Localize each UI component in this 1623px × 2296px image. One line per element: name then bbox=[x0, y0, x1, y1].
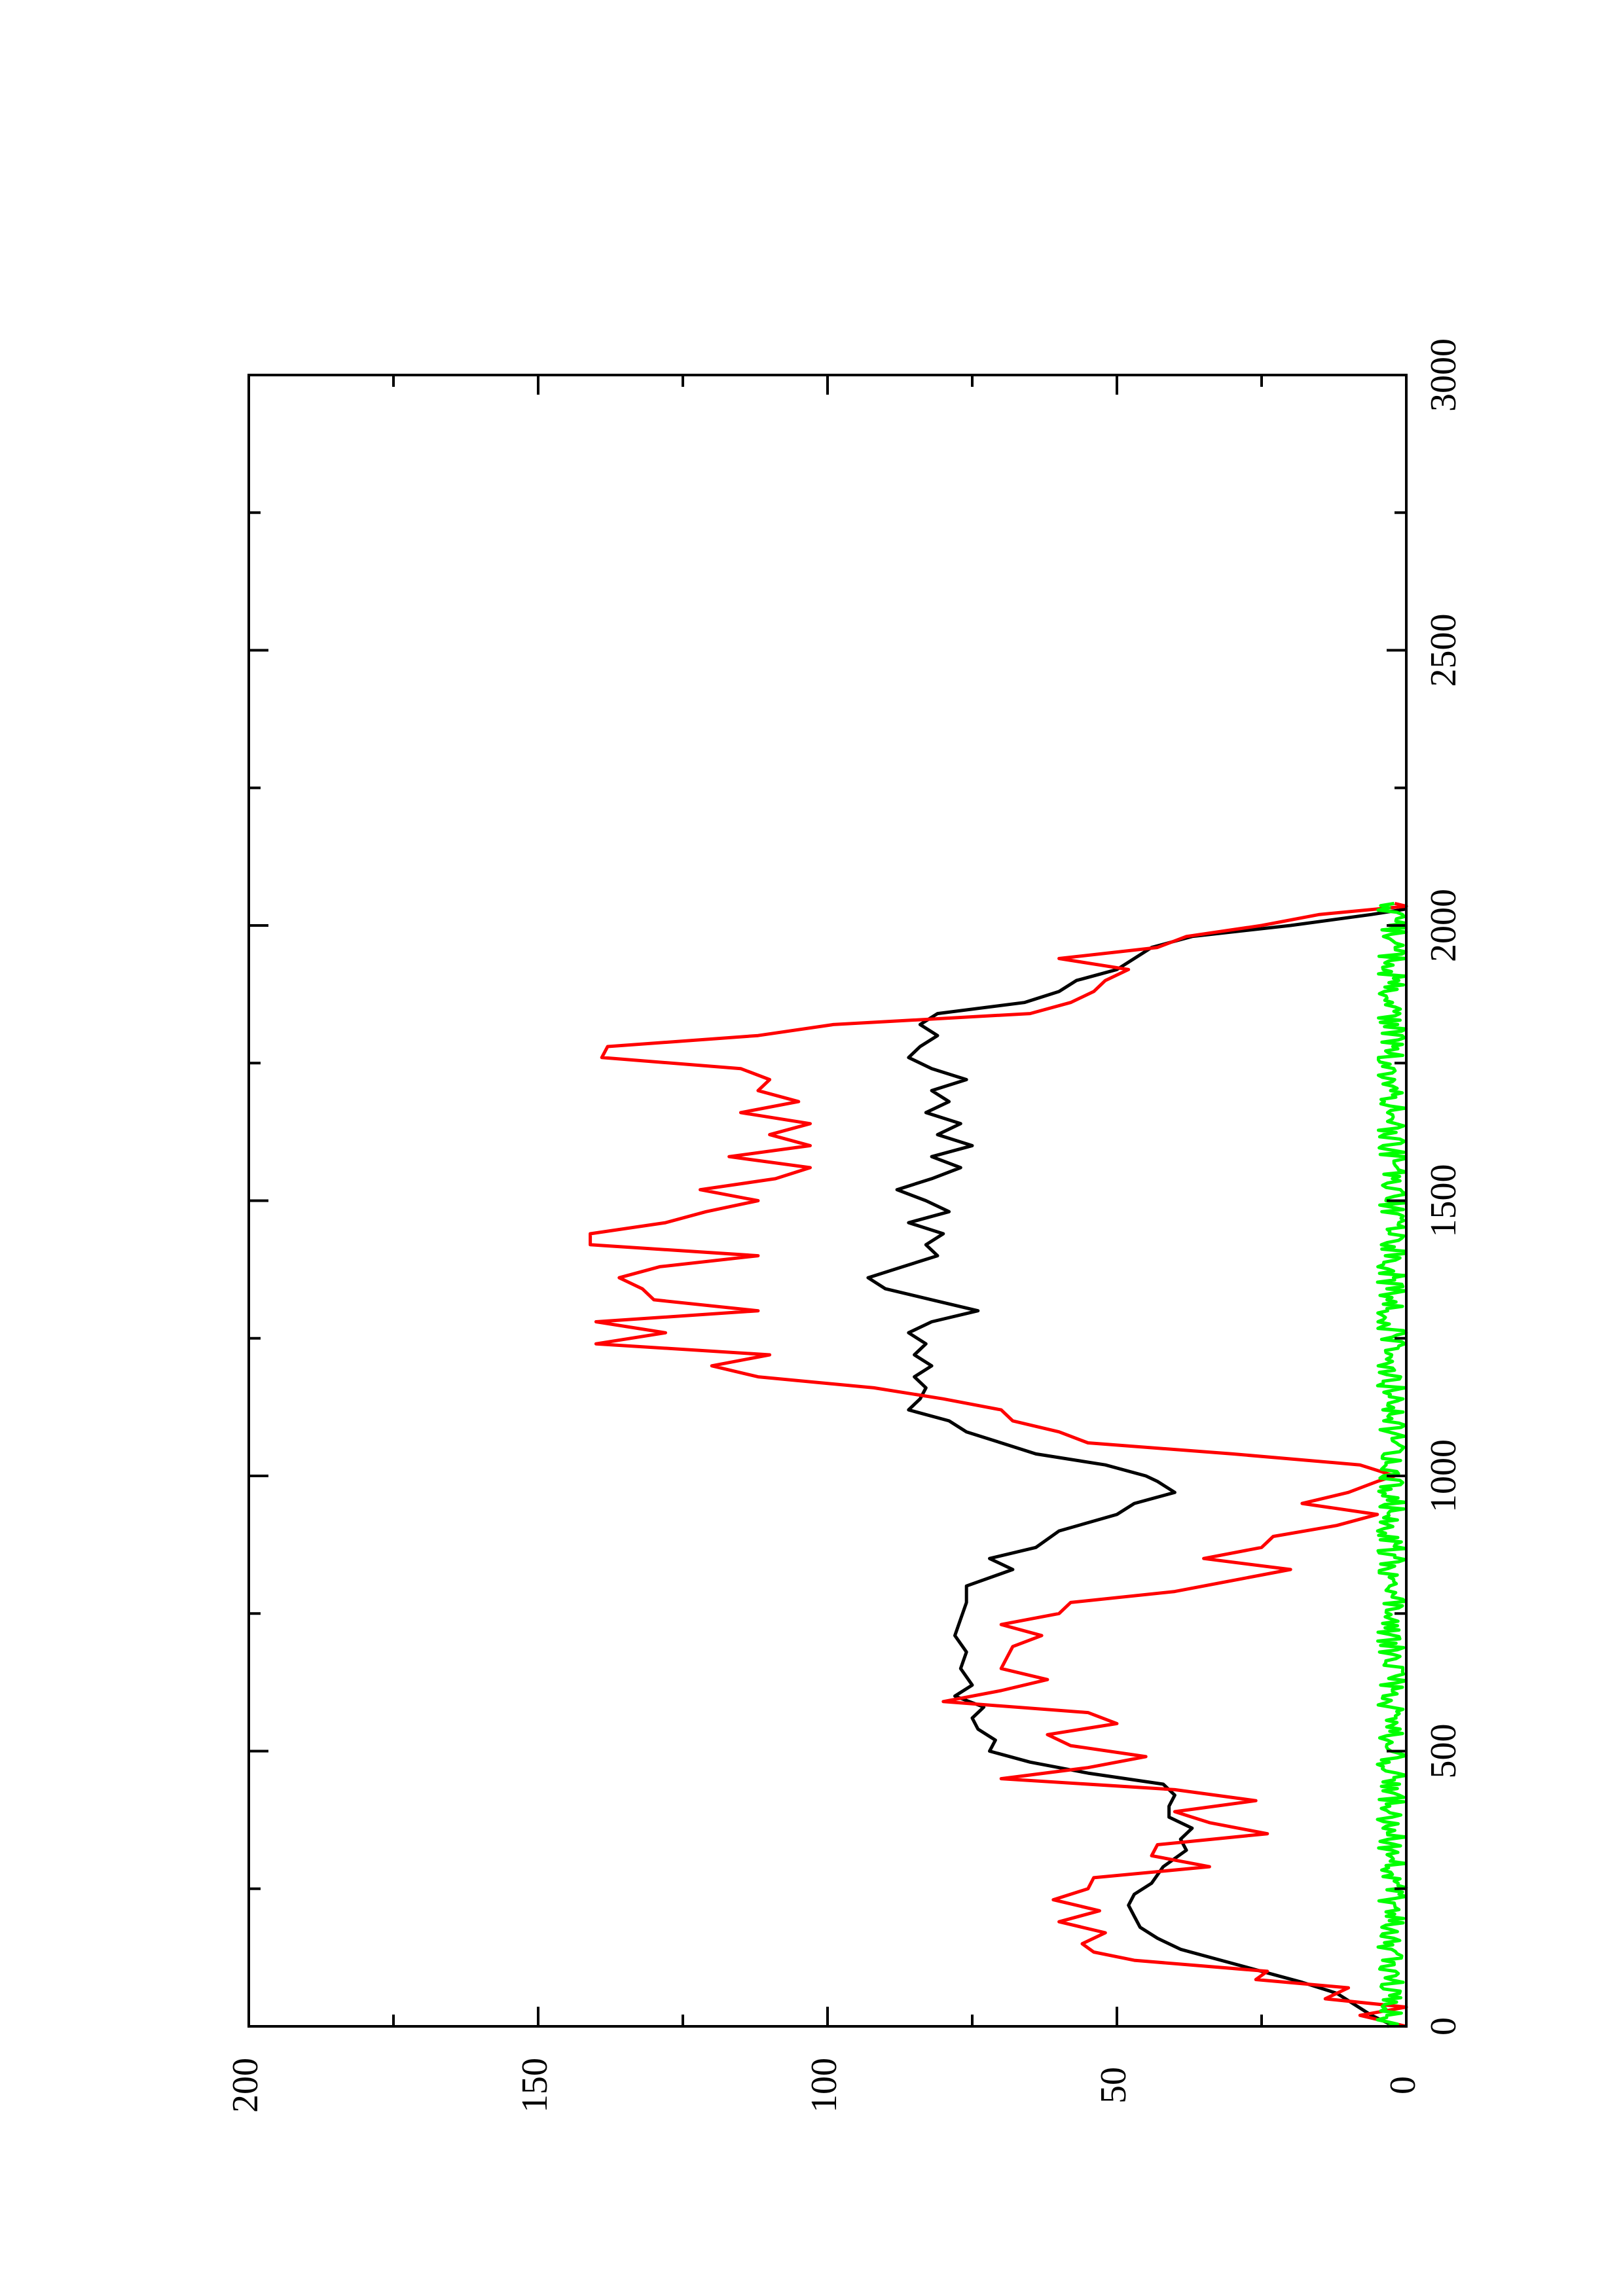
y-tick-label: 100 bbox=[804, 2058, 845, 2113]
series-line-black bbox=[866, 907, 1407, 2028]
plot-layer bbox=[589, 901, 1408, 2028]
x-tick-label: 500 bbox=[1423, 1724, 1464, 1779]
y-tick-label: 50 bbox=[1093, 2067, 1134, 2104]
y-tick-label: 200 bbox=[225, 2058, 266, 2113]
plot-frame bbox=[247, 374, 1408, 2028]
y-tick-label: 0 bbox=[1383, 2076, 1423, 2094]
labels-layer: 0 500 1000 1500 2000 2500 3000 0 50 100 150 200 bbox=[225, 338, 1464, 2113]
series-line-green bbox=[1376, 901, 1408, 2028]
x-tick-label: 2500 bbox=[1423, 614, 1464, 687]
x-tick-label: 0 bbox=[1423, 2017, 1464, 2036]
x-tick-label: 1000 bbox=[1423, 1439, 1464, 1513]
x-tick-label: 2000 bbox=[1423, 889, 1464, 962]
ticks-layer bbox=[247, 374, 1408, 2028]
series-line-red bbox=[589, 901, 1408, 2028]
x-tick-label: 3000 bbox=[1423, 338, 1464, 412]
x-tick-label: 1500 bbox=[1423, 1164, 1464, 1238]
y-tick-label: 150 bbox=[515, 2058, 555, 2113]
